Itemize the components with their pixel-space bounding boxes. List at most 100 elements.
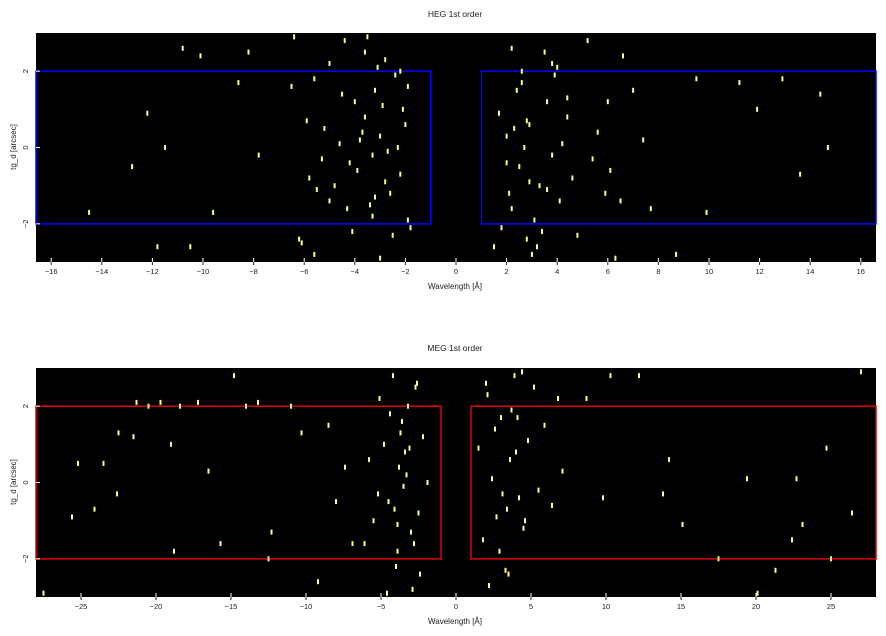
event-point [543,49,546,55]
event-point [482,537,484,543]
event-point [717,556,720,562]
event-point [179,403,181,409]
event-point [293,34,296,40]
event-point [77,460,79,466]
event-point [93,506,96,512]
event-point [541,229,543,234]
event-point [609,373,612,379]
event-point [506,506,508,512]
event-point [609,167,612,173]
x-tick-label: 10 [705,267,713,276]
event-point [524,518,526,524]
event-point [413,541,415,547]
event-point [522,525,525,531]
event-point [561,141,564,147]
event-point [147,403,150,409]
event-point [756,106,759,112]
y-tick-label: 0 [21,480,30,484]
event-point [520,80,523,86]
event-point [819,91,822,97]
event-point [135,399,138,405]
x-tick-label: −4 [351,267,360,276]
event-point [351,541,354,547]
event-point [622,53,624,59]
x-tick-label: 5 [529,602,533,611]
event-point [591,156,594,162]
event-point [371,213,374,219]
y-tick-label: 2 [21,69,30,73]
event-point [333,183,336,189]
heg-plot-background [36,33,876,262]
plus-order-region [470,405,877,560]
event-point [328,198,331,204]
event-point [300,240,303,246]
event-point [576,232,579,238]
event-point [556,64,559,70]
y-tick-label: −2 [21,220,30,229]
x-tick-label: −20 [150,602,163,611]
event-point [374,87,376,93]
event-point [353,99,356,105]
event-point [546,187,549,192]
heg-y-axis-label: tg_d [arcsec] [9,124,18,170]
event-point [566,95,569,101]
event-point [189,244,192,250]
event-point [781,76,784,82]
event-point [344,464,346,470]
event-point [270,529,273,535]
event-point [338,141,341,147]
event-point [419,571,421,577]
plus-order-region [480,70,877,225]
event-point [199,53,202,59]
event-point [389,411,391,417]
event-point [298,236,301,242]
event-point [381,103,384,108]
event-point [368,457,370,463]
event-point [525,236,528,242]
x-tick-label: −10 [197,267,210,276]
event-point [71,514,73,520]
event-point [649,206,652,212]
y-tick-label: 0 [21,145,30,149]
event-point [505,160,508,166]
event-point [756,590,759,596]
event-point [386,148,389,154]
event-point [402,483,405,489]
event-point [343,38,346,44]
x-tick-label: 8 [656,267,660,276]
x-tick-label: −14 [95,267,108,276]
x-tick-label: 4 [555,267,559,276]
event-point [500,225,503,231]
event-point [426,480,429,485]
event-point [662,491,664,497]
event-point [422,434,424,440]
event-point [746,476,748,482]
event-point [102,460,105,466]
event-point [477,445,480,451]
event-point [341,91,344,97]
event-point [170,441,172,447]
event-point [585,396,588,401]
event-point [527,438,529,443]
event-point [237,80,240,86]
event-point [498,110,500,116]
event-point [860,369,862,375]
event-point [632,87,635,93]
event-point [159,399,162,405]
event-point [396,522,399,527]
x-tick-label: 0 [454,267,458,276]
event-point [494,426,496,432]
event-point [313,76,316,82]
event-point [376,64,379,70]
event-point [409,225,412,231]
event-point [417,510,420,516]
event-point [313,251,316,257]
heg-points [88,34,829,261]
event-point [566,114,569,120]
event-point [851,510,853,516]
event-point [551,61,554,66]
event-point [181,45,184,51]
event-point [398,464,400,470]
event-point [571,175,574,181]
